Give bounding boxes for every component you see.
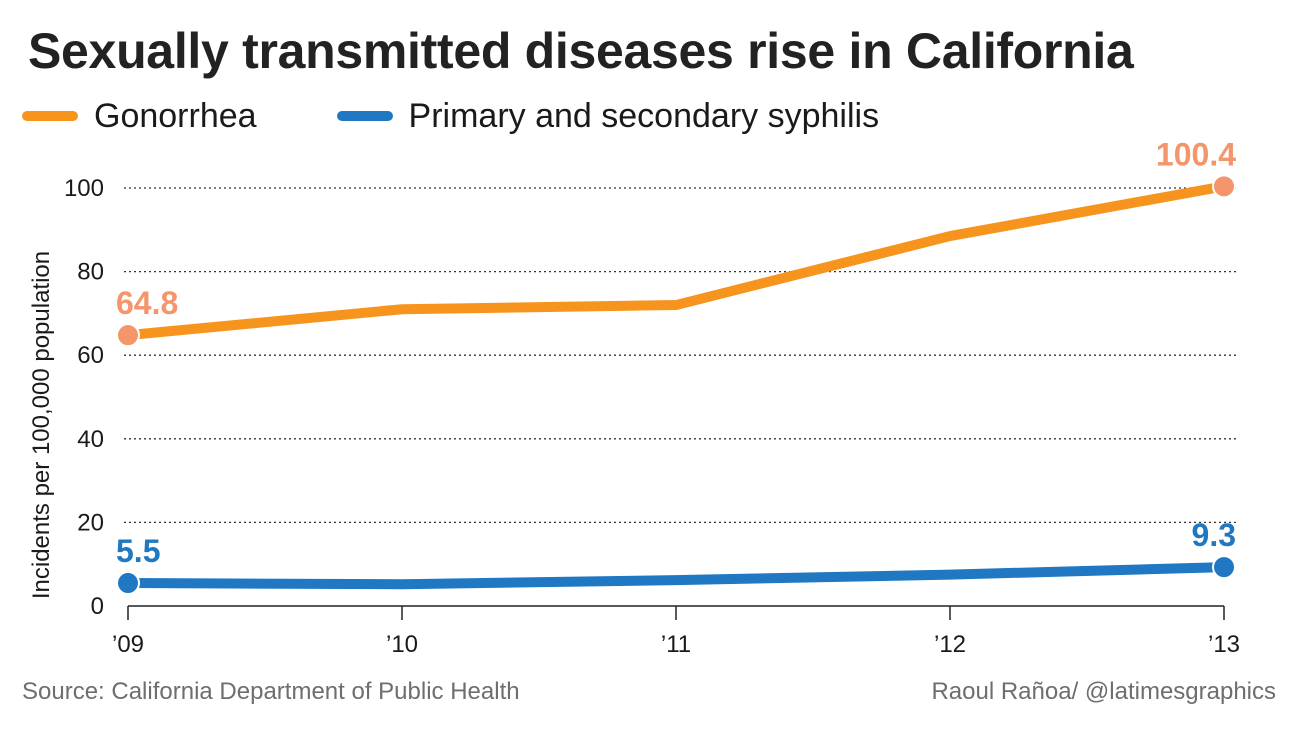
x-tick-label-0: ’09	[112, 631, 144, 658]
series-0-marker-0	[116, 323, 140, 348]
chart-legend: Gonorrhea Primary and secondary syphilis	[22, 94, 959, 138]
series-0-marker-4	[1212, 174, 1236, 199]
x-tick-label-3: ’12	[934, 631, 966, 658]
y-axis-label: Incidents per 100,000 population	[28, 251, 55, 599]
source-note: Source: California Department of Public …	[22, 678, 520, 705]
x-tick-label-2: ’11	[661, 631, 691, 658]
y-tick-label-60: 60	[77, 342, 104, 369]
credit-note: Raoul Rañoa/ @latimesgraphics	[931, 678, 1276, 705]
series-1-marker-0	[116, 571, 140, 596]
legend-label-gonorrhea: Gonorrhea	[94, 96, 257, 135]
legend-swatch-syphilis	[336, 111, 393, 121]
series-1-marker-4	[1212, 555, 1236, 580]
series-line-1	[123, 562, 1229, 590]
y-tick-label-100: 100	[64, 175, 104, 202]
x-tick-label-4: ’13	[1208, 631, 1240, 658]
legend-item-syphilis: Primary and secondary syphilis	[336, 96, 880, 136]
series-1-data-label-4: 9.3	[1192, 517, 1236, 553]
y-tick-label-80: 80	[77, 259, 104, 286]
legend-swatch-gonorrhea	[22, 111, 78, 121]
y-tick-label-0: 0	[91, 593, 104, 620]
y-tick-label-40: 40	[77, 426, 104, 453]
legend-item-gonorrhea: Gonorrhea	[22, 97, 257, 136]
legend-label-syphilis: Primary and secondary syphilis	[408, 96, 880, 135]
x-tick-label-1: ’10	[386, 631, 418, 658]
chart-title: Sexually transmitted diseases rise in Ca…	[28, 23, 1134, 79]
y-tick-label-20: 20	[77, 509, 104, 536]
series-line-0	[123, 181, 1229, 341]
series-0-data-label-4: 100.4	[1156, 136, 1236, 172]
series-1-data-label-0: 5.5	[116, 533, 160, 569]
series-0-data-label-0: 64.8	[116, 285, 178, 321]
